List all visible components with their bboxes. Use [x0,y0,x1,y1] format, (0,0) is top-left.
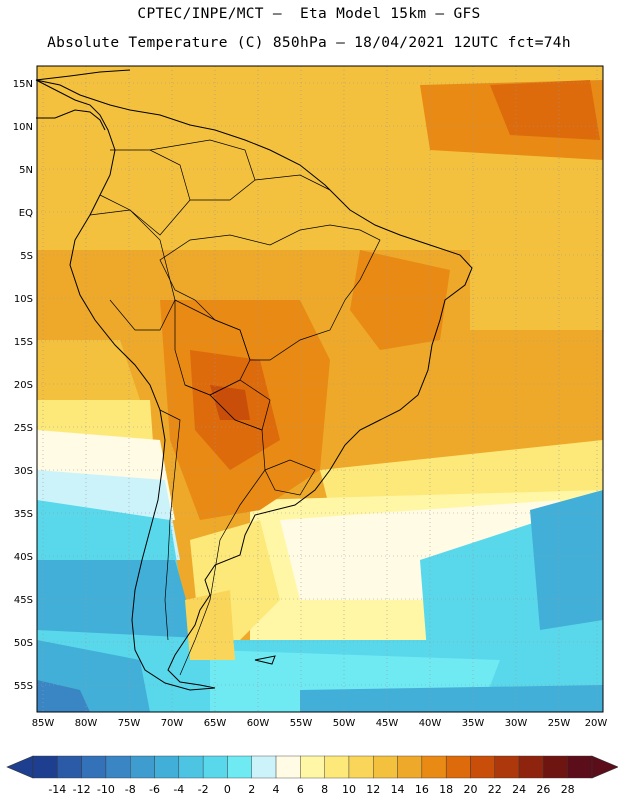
lon-tick: 85W [32,718,55,729]
colorbar-label: -8 [124,783,136,796]
lon-tick: 35W [462,718,485,729]
lon-tick: 20W [585,718,608,729]
colorbar-swatch [202,755,228,779]
colorbar-arrow-left [6,755,34,779]
colorbar-swatch [300,755,325,779]
lon-tick: 55W [290,718,313,729]
lon-tick: 30W [505,718,528,729]
falkland-islands [254,655,276,665]
colorbar-label: -10 [96,783,115,796]
plot-frame [36,65,604,713]
colorbar-swatch [178,755,204,779]
lon-tick: 45W [376,718,399,729]
lon-tick: 25W [548,718,571,729]
latitude-axis: 15N 10N 5N EQ 5S 10S 15S 20S 25S 30S 35S… [13,79,33,692]
lat-tick: 25S [14,423,33,434]
longitude-axis: 85W 80W 75W 70W 65W 60W 55W 50W 45W 40W … [32,718,608,729]
colorbar-swatch [105,755,131,779]
colorbar-label: -12 [72,783,91,796]
colorbar-arrow-right [591,755,618,779]
colorbar-swatch [227,755,252,779]
colorbar-swatch [397,755,423,779]
colorbar-swatch [445,755,471,779]
colorbar-swatch [348,755,374,779]
colorbar-label: 28 [560,783,575,796]
colorbar-label: 24 [512,783,527,796]
guianas-border [254,174,331,191]
colorbar-label: 22 [487,783,502,796]
lat-tick: 10S [14,294,33,305]
lat-tick: 15N [13,79,33,90]
lon-tick: 50W [333,718,356,729]
colorbar-swatch [57,755,82,779]
lat-tick: 30S [14,466,33,477]
argentina-border [179,384,266,676]
uruguay-border [264,459,316,496]
colorbar-label: 0 [223,783,231,796]
lat-tick: 55S [14,681,33,692]
lon-tick: 75W [118,718,141,729]
colorbar-label: -6 [149,783,160,796]
colorbar-swatch [373,755,398,779]
colorbar-swatch [130,755,155,779]
colorbar-label: -4 [173,783,185,796]
lon-tick: 40W [419,718,442,729]
colorbar-label: 12 [366,783,381,796]
colorbar-swatch [543,755,568,779]
venezuela-border [149,139,256,201]
colorbar-label: 14 [390,783,405,796]
caribbean-coast [35,69,131,81]
map-subtitle: Absolute Temperature (C) 850hPa – 18/04/… [47,35,571,51]
lon-tick: 65W [204,718,227,729]
brazil-border [159,224,381,361]
colorbar-labels: -14 -12 -10 -8 -6 -4 -2 0 2 4 6 8 10 12 14 16 18 20 22 24 26… [0,783,618,799]
colorbar-label: 26 [536,783,551,796]
lon-tick: 60W [247,718,270,729]
colorbar-swatch [470,755,495,779]
colorbar-label: 16 [414,783,429,796]
lon-tick: 80W [75,718,98,729]
lat-tick: EQ [19,208,33,219]
colorbar-swatch [518,755,544,779]
coastlines [35,69,473,691]
temperature-colorbar [6,755,618,779]
colorbar-label: 18 [439,783,454,796]
map-title: CPTEC/INPE/MCT – Eta Model 15km – GFS [137,6,481,22]
temperature-field [37,66,603,712]
lat-tick: 40S [14,552,33,563]
lat-tick: 45S [14,595,33,606]
colorbar-swatch [567,755,593,779]
colorbar-swatch [251,755,277,779]
central-america-coast [36,109,106,131]
south-america-coast [35,79,473,691]
colorbar-label: 8 [321,783,329,796]
colorbar-label: -2 [197,783,209,796]
colorbar-swatch [275,755,301,779]
lat-tick: 10N [13,122,33,133]
colorbar-swatch [421,755,447,779]
colorbar-label: 20 [463,783,478,796]
lat-tick: 20S [14,380,33,391]
colorbar-swatch [32,755,58,779]
colorbar-swatch [494,755,520,779]
lat-tick: 15S [14,337,33,348]
colorbar-swatch [154,755,180,779]
colorbar-label: 6 [296,783,304,796]
colorbar-label: 10 [341,783,356,796]
lon-tick: 70W [161,718,184,729]
andes-border [159,409,181,641]
colorbar-label: -14 [48,783,67,796]
country-borders [89,139,381,676]
colorbar-swatch [81,755,107,779]
lat-tick: 5S [20,251,33,262]
lat-tick: 35S [14,509,33,520]
colorbar-label: 4 [272,783,280,796]
colorbar-swatch [324,755,350,779]
colorbar-label: 2 [248,783,256,796]
lat-tick: 5N [19,165,33,176]
lat-tick: 50S [14,638,33,649]
